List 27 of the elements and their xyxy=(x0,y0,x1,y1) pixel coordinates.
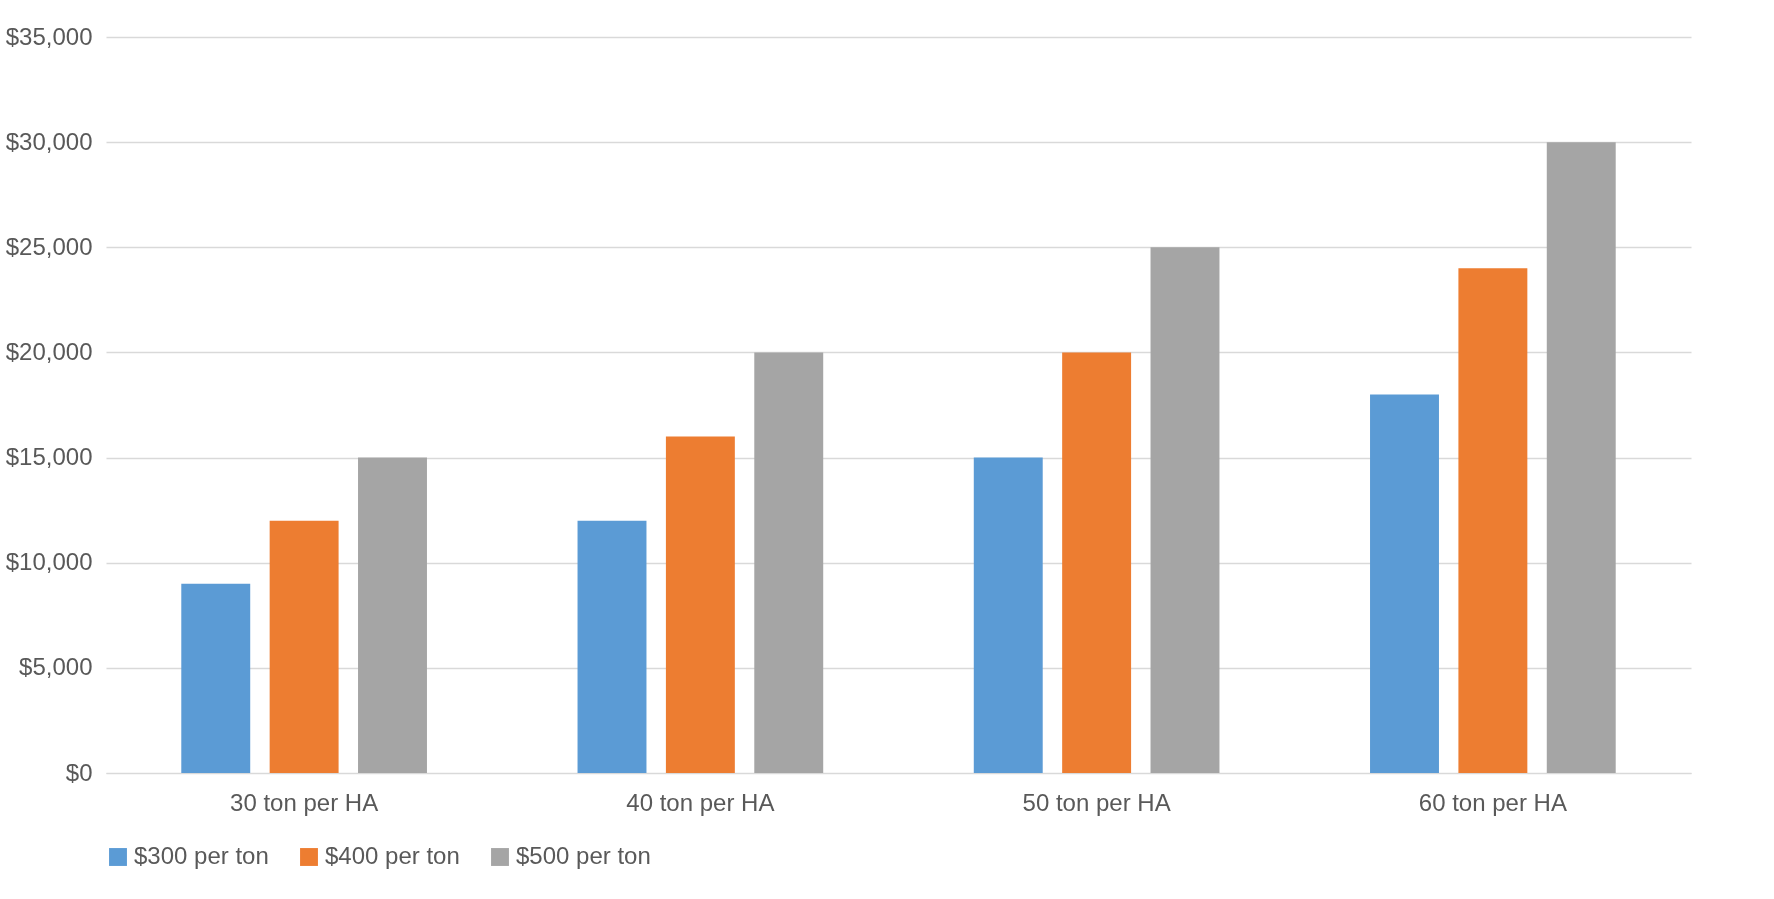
legend-label: $500 per ton xyxy=(516,842,651,869)
x-tick-label: 50 ton per HA xyxy=(1022,788,1171,816)
bar xyxy=(973,457,1043,773)
bar xyxy=(665,436,735,773)
legend-label: $300 per ton xyxy=(134,842,269,869)
y-tick-label: $30,000 xyxy=(5,127,93,155)
y-tick-label: $25,000 xyxy=(5,232,93,260)
y-tick-label: $5,000 xyxy=(19,653,93,681)
y-tick-label: $10,000 xyxy=(5,548,93,576)
bar xyxy=(269,520,339,773)
bar xyxy=(358,457,427,773)
y-tick-label: $35,000 xyxy=(5,22,93,50)
bar xyxy=(1458,268,1528,773)
bar xyxy=(754,352,824,773)
y-tick-label: $20,000 xyxy=(5,337,93,365)
bar xyxy=(1062,352,1132,773)
bar xyxy=(577,520,647,773)
x-tick-label: 60 ton per HA xyxy=(1418,788,1567,816)
x-tick-label: 40 ton per HA xyxy=(626,788,775,816)
y-tick-label: $0 xyxy=(65,758,93,786)
legend-label: $400 per ton xyxy=(325,842,460,869)
bar xyxy=(1370,394,1439,773)
y-tick-label: $15,000 xyxy=(5,443,93,471)
x-tick-label: 30 ton per HA xyxy=(230,788,379,816)
bar xyxy=(1150,247,1220,773)
bar xyxy=(181,583,251,773)
bar xyxy=(1546,142,1616,773)
